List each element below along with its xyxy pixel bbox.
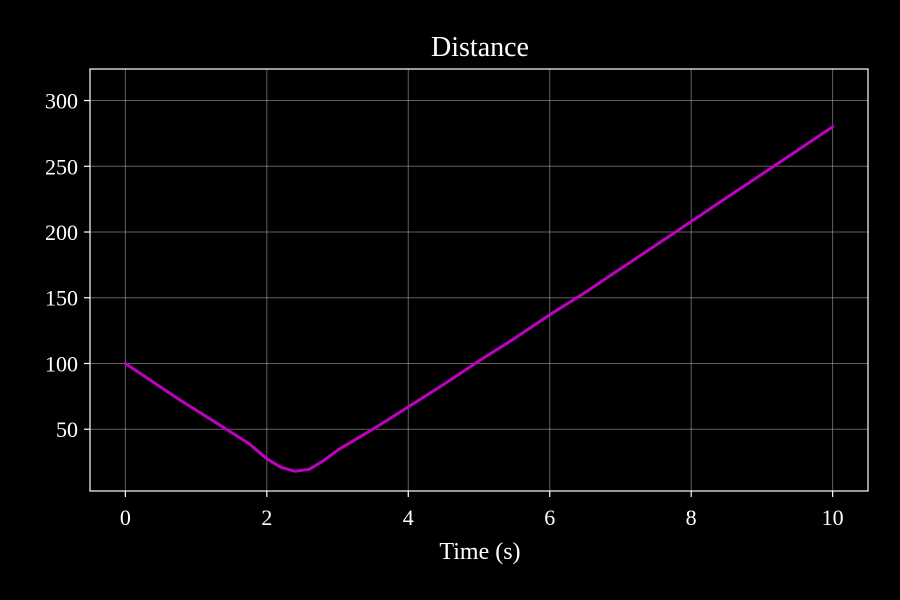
x-tick-label: 4 — [403, 505, 414, 530]
x-axis-label: Time (s) — [439, 539, 520, 565]
y-tick-label: 100 — [45, 351, 78, 376]
x-tick-label: 6 — [544, 505, 555, 530]
x-tick-label: 8 — [686, 505, 697, 530]
y-tick-label: 250 — [45, 154, 78, 179]
chart-title: Distance — [431, 32, 529, 63]
series-layer — [123, 125, 835, 473]
y-tick-label: 200 — [45, 220, 78, 245]
x-tick-label: 2 — [261, 505, 272, 530]
x-tick-label: 10 — [822, 505, 844, 530]
distance-series-line — [123, 125, 835, 473]
x-axis: 0 2 4 6 8 10 — [120, 491, 844, 530]
y-tick-label: 50 — [56, 417, 78, 442]
y-tick-label: 150 — [45, 286, 78, 311]
y-axis: 50 100 150 200 250 300 — [45, 89, 90, 442]
x-tick-label: 0 — [120, 505, 131, 530]
plot-frame — [89, 68, 869, 492]
y-tick-label: 300 — [45, 89, 78, 114]
grid — [90, 69, 868, 491]
